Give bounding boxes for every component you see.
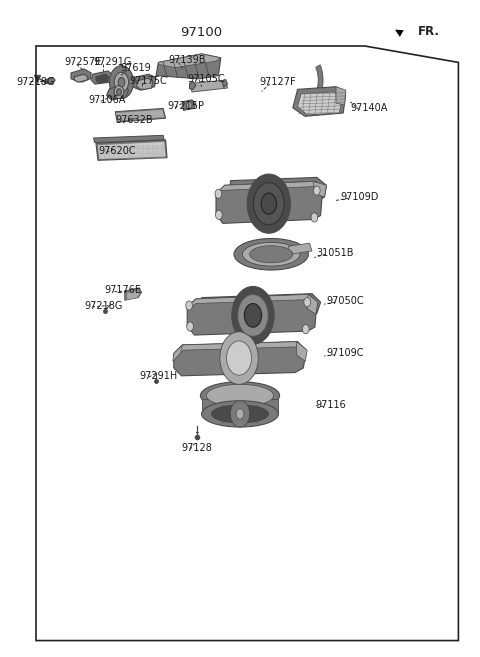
Text: 97218G: 97218G: [17, 77, 55, 87]
Ellipse shape: [250, 246, 293, 263]
Text: 97620C: 97620C: [98, 146, 136, 156]
Text: 97100: 97100: [180, 26, 223, 39]
Circle shape: [230, 401, 250, 427]
Text: 97176E: 97176E: [105, 285, 142, 296]
Circle shape: [114, 85, 124, 99]
Polygon shape: [307, 294, 318, 314]
Text: 97291G: 97291G: [94, 57, 132, 68]
Polygon shape: [297, 342, 307, 361]
Polygon shape: [336, 87, 346, 105]
Circle shape: [244, 304, 262, 327]
Polygon shape: [71, 69, 91, 82]
Polygon shape: [127, 290, 140, 300]
Polygon shape: [132, 74, 156, 90]
Ellipse shape: [202, 401, 278, 427]
Circle shape: [186, 101, 192, 109]
Polygon shape: [187, 294, 310, 310]
Polygon shape: [316, 65, 323, 95]
Ellipse shape: [234, 238, 308, 270]
Polygon shape: [173, 345, 182, 361]
Circle shape: [215, 189, 222, 198]
Circle shape: [227, 341, 252, 375]
Ellipse shape: [206, 384, 274, 407]
Ellipse shape: [201, 382, 279, 409]
Circle shape: [311, 213, 318, 222]
Text: 97291H: 97291H: [139, 371, 178, 381]
Text: 97050C: 97050C: [326, 296, 364, 306]
Polygon shape: [187, 294, 317, 335]
Polygon shape: [158, 54, 221, 68]
Polygon shape: [229, 177, 326, 204]
Polygon shape: [216, 181, 323, 223]
Polygon shape: [74, 74, 88, 82]
Text: 97140A: 97140A: [350, 103, 388, 114]
Circle shape: [114, 72, 129, 92]
Text: 97218G: 97218G: [84, 300, 122, 311]
Circle shape: [313, 186, 320, 195]
Polygon shape: [107, 85, 129, 100]
Polygon shape: [293, 87, 346, 116]
Polygon shape: [216, 181, 316, 194]
Polygon shape: [190, 81, 196, 89]
Polygon shape: [91, 71, 112, 84]
Polygon shape: [202, 399, 278, 414]
Circle shape: [304, 298, 311, 307]
Circle shape: [117, 89, 121, 95]
Circle shape: [302, 325, 309, 334]
Circle shape: [253, 183, 284, 225]
Text: 97175C: 97175C: [130, 76, 168, 87]
Polygon shape: [174, 342, 298, 358]
Text: 97632B: 97632B: [115, 115, 153, 125]
Polygon shape: [45, 78, 55, 83]
Polygon shape: [115, 108, 166, 122]
Polygon shape: [156, 54, 221, 79]
Circle shape: [187, 322, 193, 331]
Polygon shape: [98, 142, 166, 159]
Ellipse shape: [211, 405, 269, 423]
Polygon shape: [298, 92, 342, 115]
Polygon shape: [174, 342, 306, 376]
Polygon shape: [288, 243, 312, 254]
Text: 97109C: 97109C: [326, 348, 364, 359]
Circle shape: [220, 332, 258, 384]
Text: 97619: 97619: [120, 63, 151, 74]
Polygon shape: [96, 74, 108, 83]
Polygon shape: [116, 110, 164, 121]
Circle shape: [261, 193, 276, 214]
Text: 97139B: 97139B: [168, 55, 205, 66]
Circle shape: [216, 210, 222, 219]
Polygon shape: [313, 181, 326, 197]
Text: 97127F: 97127F: [259, 77, 296, 87]
Polygon shape: [125, 288, 142, 300]
Text: 31051B: 31051B: [317, 248, 354, 258]
Polygon shape: [222, 79, 228, 87]
Circle shape: [236, 409, 244, 419]
Circle shape: [186, 301, 192, 310]
Circle shape: [118, 78, 125, 87]
Text: 97106A: 97106A: [89, 95, 126, 105]
Text: 97128: 97128: [181, 443, 212, 453]
Text: 97215P: 97215P: [167, 101, 204, 112]
Text: FR.: FR.: [418, 25, 440, 38]
Circle shape: [247, 174, 290, 233]
Polygon shape: [137, 78, 153, 90]
Text: 97116: 97116: [316, 400, 347, 411]
Circle shape: [238, 294, 268, 336]
Circle shape: [109, 66, 133, 99]
Text: 97109D: 97109D: [341, 192, 379, 202]
Polygon shape: [96, 140, 167, 160]
Circle shape: [232, 286, 274, 344]
Polygon shape: [182, 100, 196, 110]
Polygon shape: [201, 294, 321, 321]
Text: 97105C: 97105C: [187, 74, 225, 84]
Ellipse shape: [242, 242, 300, 266]
Polygon shape: [190, 80, 228, 92]
Polygon shape: [94, 135, 164, 143]
Text: 97257E: 97257E: [65, 57, 102, 68]
